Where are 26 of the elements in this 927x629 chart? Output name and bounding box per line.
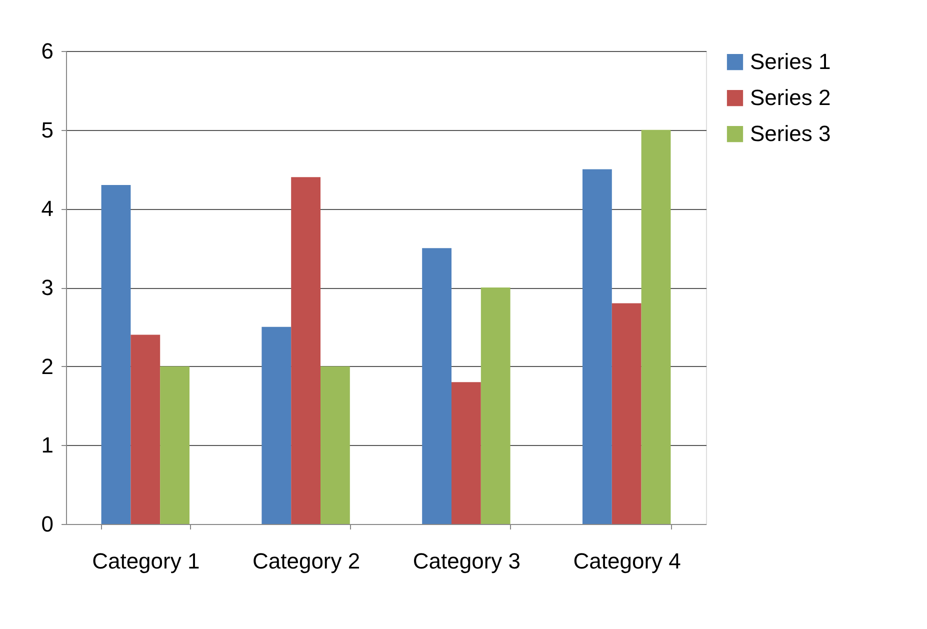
x-tick-label: Category 2 [252,548,360,574]
legend-label: Series 1 [750,49,831,74]
bar [160,366,190,524]
legend-label: Series 3 [750,121,831,146]
bar [480,288,510,524]
y-tick-label: 3 [41,275,54,300]
x-tick-label: Category 3 [412,548,521,574]
y-tick-label: 1 [41,432,54,458]
y-tick-label: 5 [41,117,54,142]
x-tick-label: Category 1 [92,548,200,574]
bar [291,177,321,524]
bar [130,334,160,524]
y-tick-label: 6 [41,38,54,64]
y-tick-label: 4 [41,196,54,222]
bar [451,382,481,524]
legend-label: Series 2 [750,85,831,110]
bar [612,303,642,524]
bar [262,326,292,524]
y-tick-label: 2 [41,354,54,379]
bar [582,169,612,524]
y-tick-label: 0 [41,512,54,536]
bar [422,248,452,524]
bar [320,366,350,524]
bar [101,185,131,524]
x-tick-label: Category 4 [573,548,681,574]
bar [641,130,671,524]
